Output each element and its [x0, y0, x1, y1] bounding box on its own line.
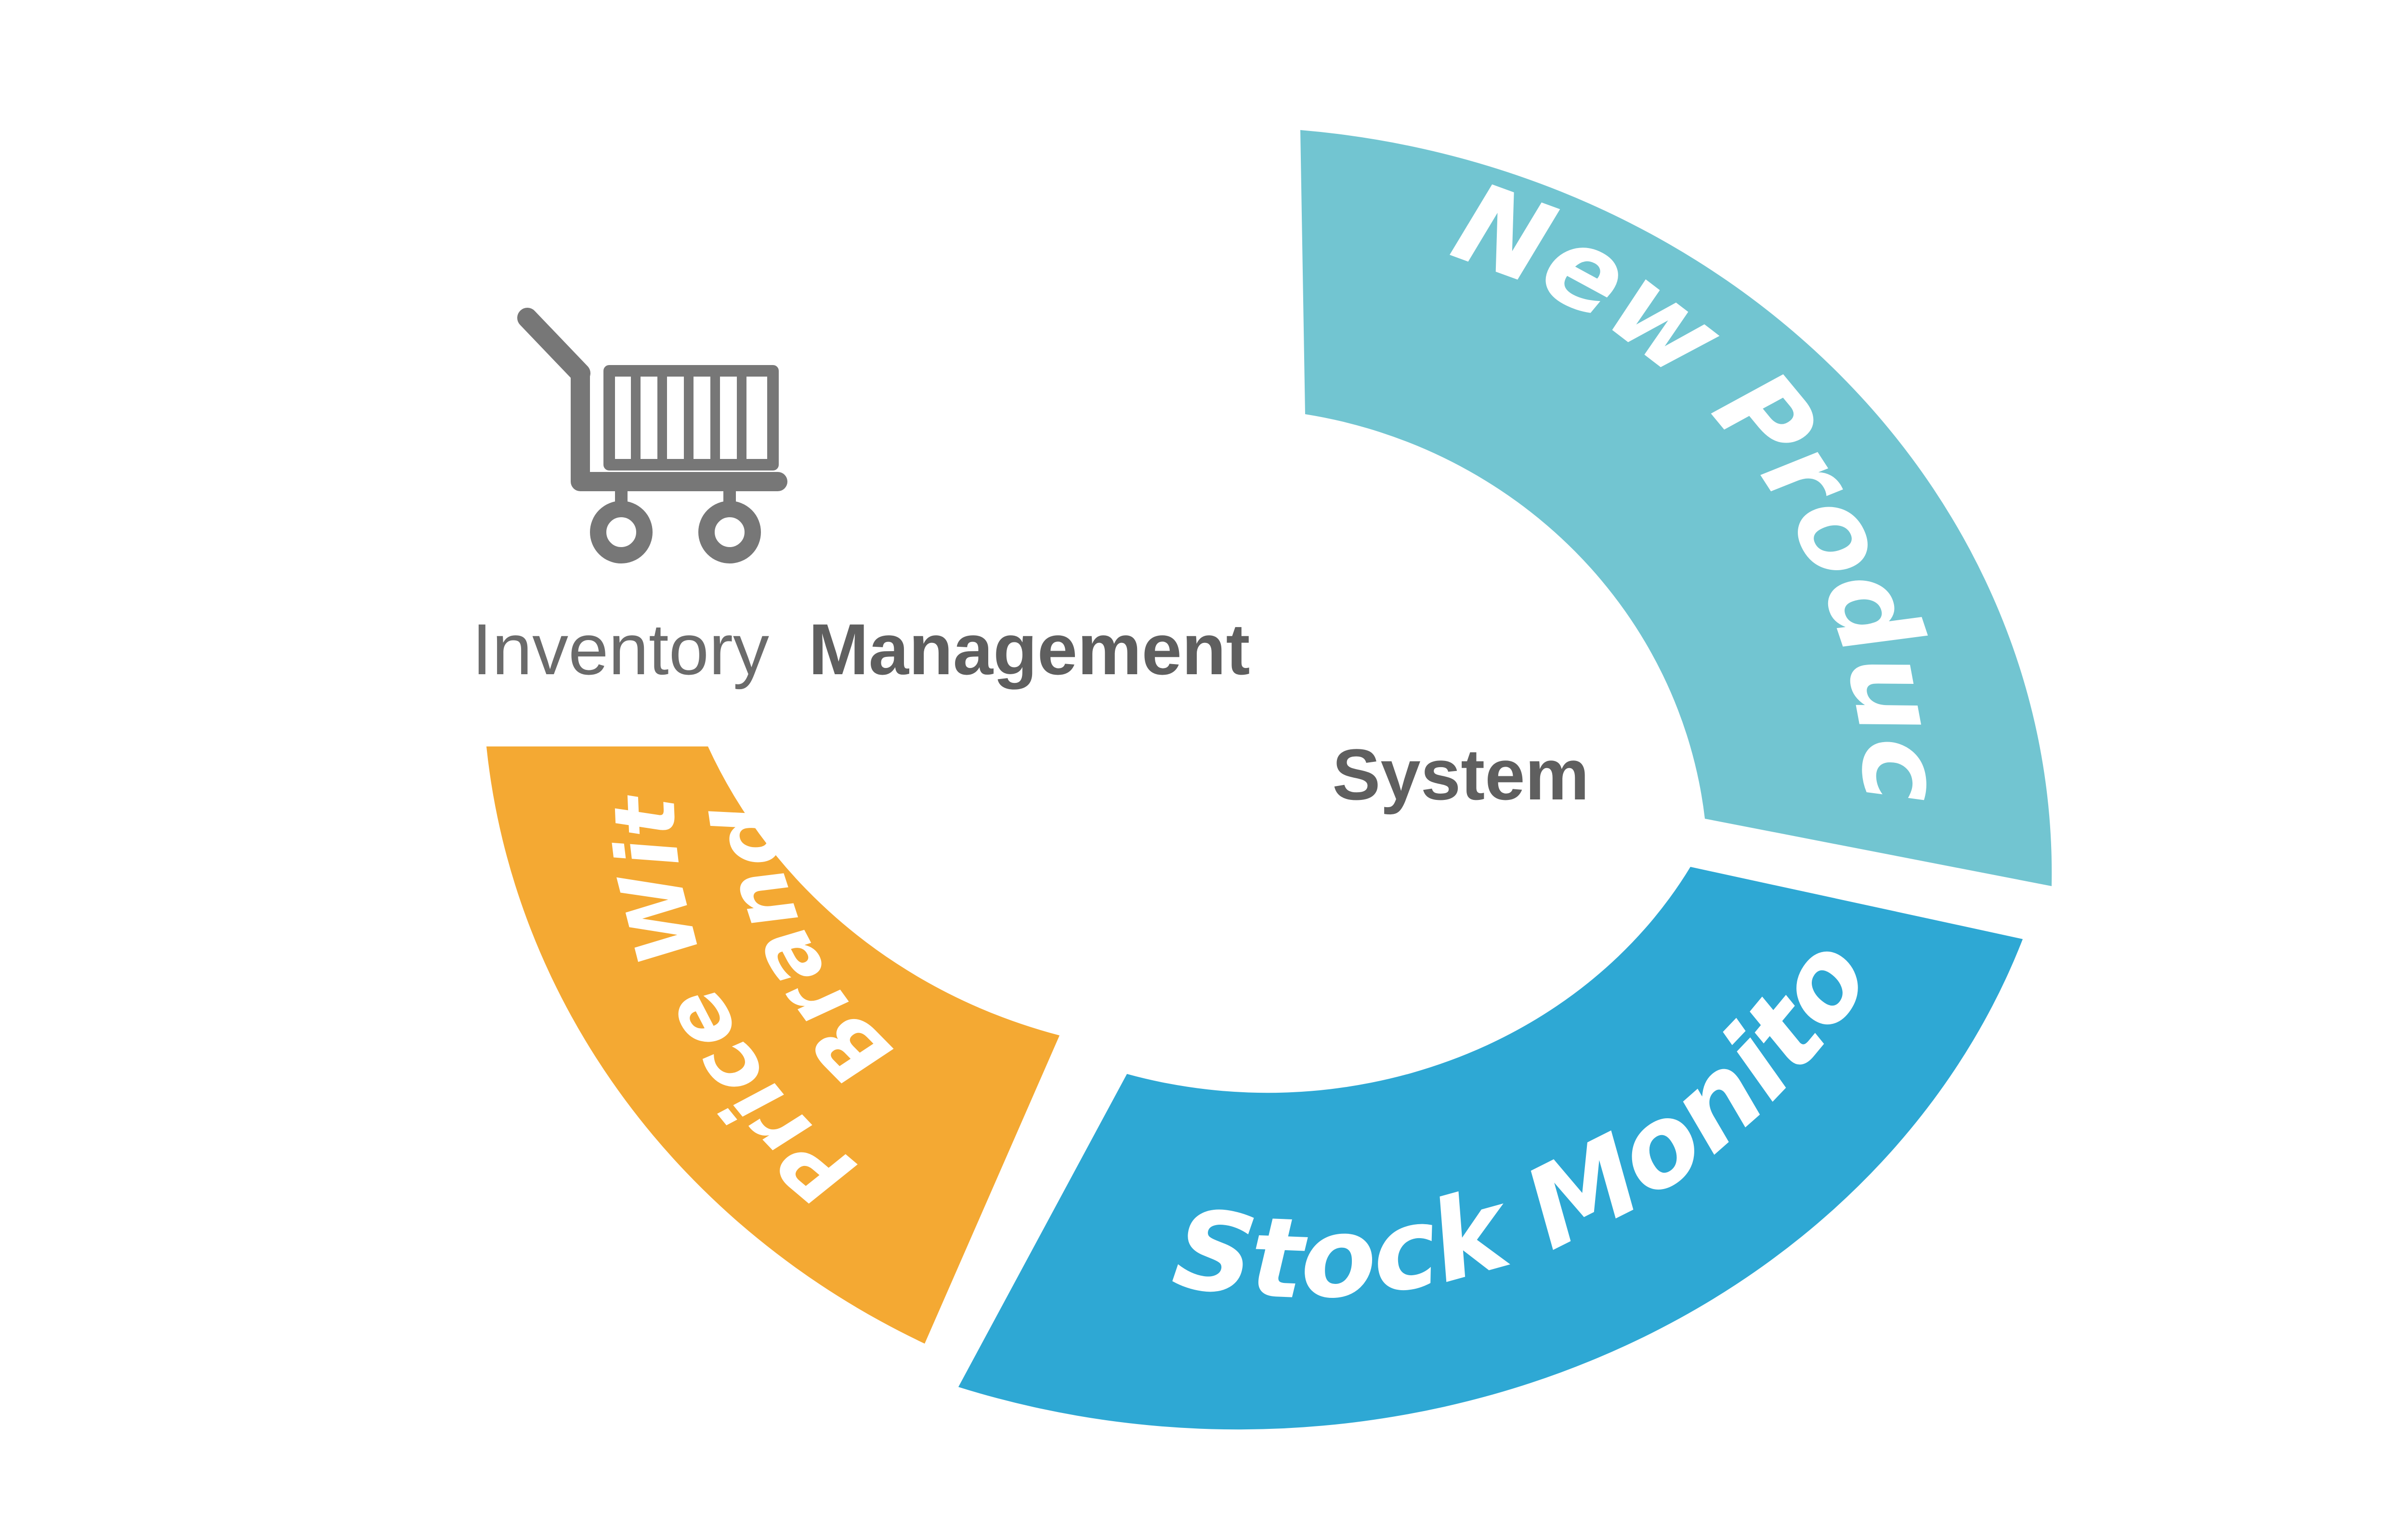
page-title: Inventory Management — [472, 609, 1250, 690]
segment-new-product — [1300, 130, 2052, 886]
title-inventory: Inventory — [472, 609, 769, 690]
segment-stock-monitoring — [958, 867, 2023, 1430]
segment-price-with-brand — [486, 746, 1060, 1344]
title-management: Management — [809, 609, 1250, 690]
title-system: System — [1332, 734, 1589, 815]
shopping-cart-icon — [517, 308, 787, 563]
